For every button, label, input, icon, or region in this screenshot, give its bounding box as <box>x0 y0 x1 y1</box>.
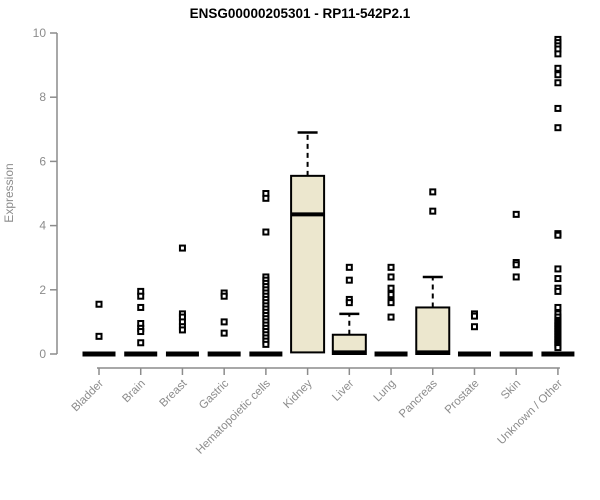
outlier-point <box>262 340 270 348</box>
zero-box-10 <box>499 351 533 357</box>
outlier-point <box>262 228 270 236</box>
outlier-point <box>512 261 520 269</box>
outlier-point <box>137 292 145 300</box>
y-tick-label: 6 <box>39 154 46 168</box>
x-tick-label: Kidney <box>281 377 315 411</box>
outlier-point <box>387 273 395 281</box>
outlier-point <box>345 299 353 307</box>
zero-box-7 <box>374 351 408 357</box>
outlier-point <box>137 339 145 347</box>
outlier-point <box>554 64 562 72</box>
outlier-point <box>554 231 562 239</box>
outlier-point <box>387 291 395 299</box>
outlier-point <box>470 312 478 320</box>
outlier-point <box>387 299 395 307</box>
x-tick-label: Bladder <box>70 378 107 415</box>
outlier-point <box>137 303 145 311</box>
x-tick-label: Skin <box>499 378 523 402</box>
outlier-point <box>387 284 395 292</box>
outlier-point <box>345 276 353 284</box>
outlier-point <box>137 328 145 336</box>
y-tick-label: 10 <box>33 26 47 40</box>
zero-box-3 <box>207 351 241 357</box>
y-axis-label: Expression <box>2 163 16 223</box>
outlier-point <box>178 244 186 252</box>
outlier-point <box>470 323 478 331</box>
outlier-point <box>554 124 562 132</box>
x-tick-label: Lung <box>372 378 399 405</box>
outlier-point <box>262 194 270 202</box>
y-tick-label: 8 <box>39 90 46 104</box>
outlier-point <box>554 287 562 295</box>
outlier-point <box>554 344 562 352</box>
zero-box-0 <box>82 351 116 357</box>
y-tick-label: 4 <box>39 219 46 233</box>
outlier-point <box>345 263 353 271</box>
y-tick-label: 0 <box>39 347 46 361</box>
outlier-point <box>220 318 228 326</box>
zero-box-2 <box>165 351 199 357</box>
outlier-point <box>554 50 562 58</box>
outlier-point <box>554 303 562 311</box>
outlier-point <box>554 79 562 87</box>
box-5 <box>290 174 326 354</box>
outlier-point <box>554 275 562 283</box>
outlier-point <box>387 313 395 321</box>
zero-box-11 <box>541 351 575 357</box>
x-tick-label: Liver <box>330 378 356 404</box>
outlier-point <box>95 300 103 308</box>
x-tick-label: Hematopoietic cells <box>194 377 273 456</box>
outlier-point <box>512 210 520 218</box>
outlier-point <box>554 265 562 273</box>
outlier-point <box>220 292 228 300</box>
outlier-point <box>429 188 437 196</box>
y-tick-label: 2 <box>39 283 46 297</box>
x-tick-label: Brain <box>120 378 147 405</box>
outlier-point <box>387 263 395 271</box>
x-tick-label: Breast <box>158 377 191 410</box>
zero-box-9 <box>457 351 491 357</box>
outlier-point <box>178 326 186 334</box>
box-8 <box>415 306 451 355</box>
outlier-point <box>95 332 103 340</box>
x-tick-label: Gastric <box>197 377 231 411</box>
zero-box-1 <box>124 351 158 357</box>
outlier-point <box>554 71 562 79</box>
outlier-point <box>220 329 228 337</box>
outlier-point <box>429 207 437 215</box>
zero-box-4 <box>249 351 283 357</box>
chart-title: ENSG00000205301 - RP11-542P2.1 <box>189 6 411 21</box>
x-tick-label: Pancreas <box>397 377 440 420</box>
outlier-point <box>554 104 562 112</box>
outlier-point <box>512 273 520 281</box>
x-tick-label: Prostate <box>443 378 482 417</box>
